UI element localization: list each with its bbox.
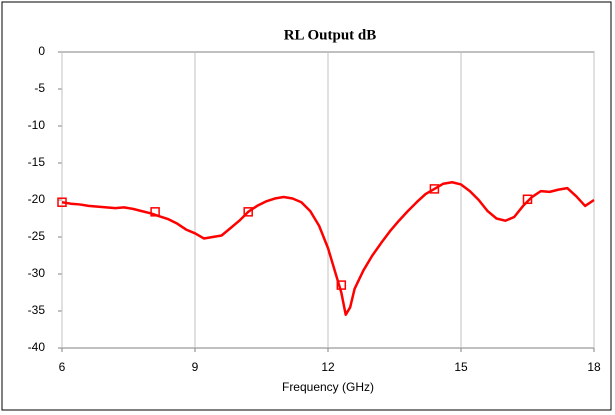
marker: [243, 207, 253, 217]
y-tick-label: -5: [34, 81, 45, 95]
marker: [336, 280, 347, 290]
y-tick-label: -10: [28, 118, 46, 132]
marker: [522, 194, 533, 205]
marker: [150, 207, 160, 217]
x-tick-label: 9: [192, 360, 199, 374]
x-tick-label: 15: [454, 360, 468, 374]
y-tick-label: -15: [28, 155, 46, 169]
x-tick-label: 12: [321, 360, 335, 374]
y-tick-label: -20: [28, 192, 46, 206]
y-tick-label: -35: [28, 303, 46, 317]
x-tick-label: 18: [587, 360, 601, 374]
line: [61, 180, 595, 316]
x-tick-label: 6: [59, 360, 66, 374]
y-tick-label: -40: [28, 340, 46, 354]
y-tick-label: -30: [28, 266, 46, 280]
marker: [429, 184, 440, 194]
marker: [57, 197, 67, 207]
y-tick-label: -25: [28, 229, 46, 243]
y-tick-label: 0: [38, 44, 45, 58]
chart-title: RL Output dB: [284, 27, 377, 43]
x-axis-label: Frequency (GHz): [282, 380, 374, 394]
